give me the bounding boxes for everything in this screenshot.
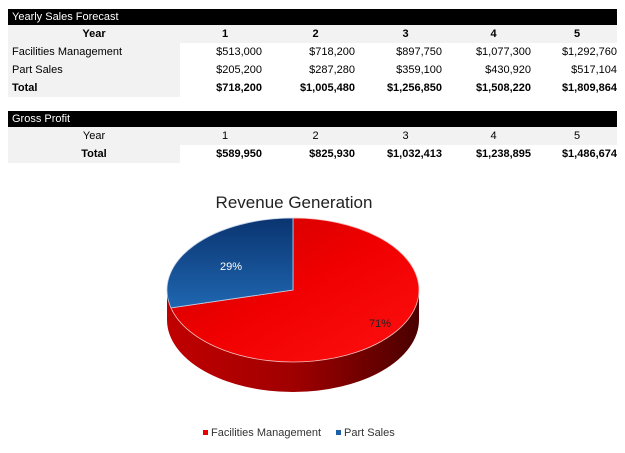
legend-marker — [203, 430, 208, 435]
row-label: Total — [8, 79, 180, 97]
cell: $1,005,480 — [299, 82, 355, 94]
yearly-sales-table: Yearly Sales Forecast Year 1 2 3 4 5 Fac… — [8, 9, 617, 97]
header-cell: 5 — [573, 130, 581, 142]
header-cell: Year — [8, 127, 180, 145]
row-label: Part Sales — [8, 61, 180, 79]
header-cell: 2 — [312, 28, 319, 40]
table-title: Yearly Sales Forecast — [8, 9, 617, 25]
cell: $517,104 — [571, 64, 617, 76]
pie-slice-part-sales — [166, 217, 294, 309]
legend-entry: Part Sales — [344, 427, 395, 439]
cell: $718,200 — [216, 82, 262, 94]
cell: $1,077,300 — [475, 46, 531, 58]
cell: $287,280 — [309, 64, 355, 76]
pie-slice-facilities-management — [170, 217, 420, 363]
table-row: Part Sales $205,200 $287,280 $359,100 $430,9… — [8, 61, 617, 79]
header-cell: 5 — [573, 28, 581, 40]
header-cell: 3 — [402, 130, 409, 142]
header-cell: 4 — [490, 28, 497, 40]
header-cell: 3 — [402, 28, 409, 40]
cell: $205,200 — [216, 64, 262, 76]
cell: $513,000 — [216, 46, 262, 58]
cell: $1,032,413 — [386, 148, 442, 160]
header-cell: 2 — [312, 130, 319, 142]
table-row: Total $718,200 $1,005,480 $1,256,850 $1,508,… — [8, 79, 617, 97]
gross-profit-table: Gross Profit Year 1 2 3 4 5 Total $589,9… — [8, 111, 617, 163]
cell: $897,750 — [396, 46, 442, 58]
header-cell: Year — [8, 25, 180, 43]
header-row: Year 1 2 3 4 5 — [8, 25, 617, 43]
row-label: Facilities Management — [8, 43, 180, 61]
legend-marker — [336, 430, 341, 435]
cell: $1,809,864 — [561, 82, 617, 94]
pie-side-facilities-management — [167, 290, 419, 392]
cell: $1,256,850 — [386, 82, 442, 94]
cell: $589,950 — [216, 148, 262, 160]
revenue-pie-chart: Revenue Generation 71% 29% Facilities Man… — [166, 193, 420, 439]
table-row: Facilities Management $513,000 $718,200 $89… — [8, 43, 617, 61]
chart-title: Revenue Generation — [216, 193, 373, 212]
cell: $825,930 — [309, 148, 355, 160]
data-label-part-sales: 29% — [220, 261, 242, 273]
cell: $1,292,760 — [561, 46, 617, 58]
cell: $1,238,895 — [475, 148, 531, 160]
cell: $430,920 — [485, 64, 531, 76]
cell: $718,200 — [309, 46, 355, 58]
cell: $1,508,220 — [475, 82, 531, 94]
row-label: Total — [8, 145, 180, 163]
table-title: Gross Profit — [8, 111, 617, 127]
cell: $1,486,674 — [561, 148, 617, 160]
header-cell: 1 — [221, 28, 229, 40]
data-label-facilities-management: 71% — [369, 318, 391, 330]
header-cell: 1 — [221, 130, 229, 142]
header-cell: 4 — [490, 130, 497, 142]
header-row: Year 1 2 3 4 5 — [8, 127, 617, 145]
cell: $359,100 — [396, 64, 442, 76]
legend-entry: Facilities Management — [211, 427, 321, 439]
total-row: Total $589,950 $825,930 $1,032,413 $1,23… — [8, 145, 617, 163]
